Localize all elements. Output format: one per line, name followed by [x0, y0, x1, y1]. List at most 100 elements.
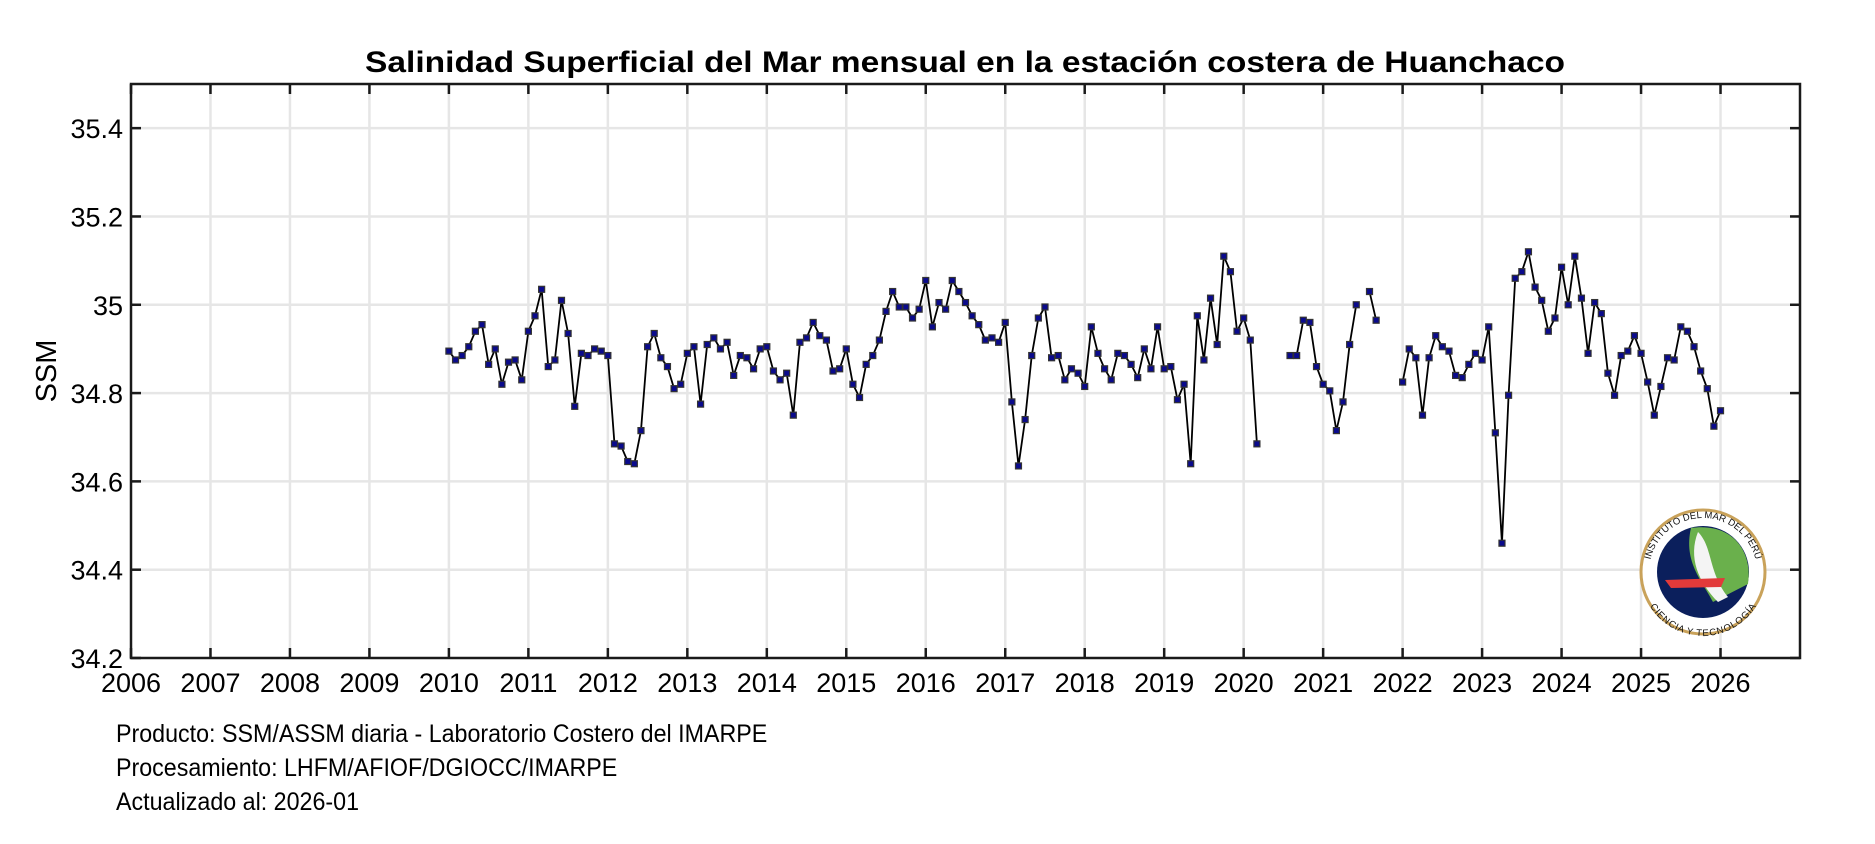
data-point	[597, 347, 605, 355]
data-point	[683, 349, 691, 357]
data-point	[531, 312, 539, 320]
data-point	[1339, 398, 1347, 406]
data-point	[1418, 411, 1427, 419]
x-tick-label: 2015	[816, 668, 876, 698]
data-point	[577, 349, 585, 357]
data-point	[968, 312, 976, 320]
data-point	[915, 305, 923, 313]
data-point	[1491, 429, 1499, 437]
x-tick-labels: 2006 2007 2008 2009 2010 2011 2012 2013 2014 2015…	[101, 668, 1751, 698]
x-tick-label: 2020	[1214, 668, 1274, 698]
x-tick-label: 2026	[1690, 668, 1750, 698]
data-point	[1034, 314, 1042, 322]
data-point	[716, 345, 725, 353]
data-point	[677, 380, 685, 388]
data-point	[1253, 440, 1261, 448]
data-point	[1498, 539, 1506, 547]
data-point	[1551, 314, 1559, 322]
data-point	[1663, 354, 1672, 362]
data-point	[1061, 376, 1069, 384]
data-point	[571, 402, 579, 410]
data-point	[1683, 327, 1692, 335]
data-point	[763, 343, 771, 351]
data-point	[1167, 362, 1175, 371]
data-point	[1332, 427, 1340, 435]
data-point	[663, 362, 672, 371]
data-point	[1445, 347, 1453, 355]
data-point	[928, 323, 936, 331]
data-point	[842, 345, 850, 353]
data-point	[1465, 360, 1473, 368]
plot-frame	[129, 82, 1802, 660]
data-point	[1100, 365, 1109, 373]
data-point	[1697, 367, 1705, 375]
x-tick-label: 2013	[657, 668, 717, 698]
data-point	[1485, 323, 1493, 331]
data-point	[1220, 252, 1228, 260]
y-tick-label: 35.4	[70, 114, 123, 144]
data-point	[882, 307, 890, 315]
data-point	[591, 345, 599, 353]
data-point	[1001, 318, 1009, 327]
data-point	[1637, 349, 1645, 357]
data-point	[1577, 294, 1586, 302]
data-point	[875, 336, 884, 344]
x-tick-label: 2019	[1134, 668, 1194, 698]
data-point	[1657, 382, 1665, 391]
x-tick-label: 2024	[1532, 668, 1592, 698]
data-point	[617, 442, 625, 450]
data-point	[1405, 345, 1413, 353]
series-line-segment	[448, 255, 1258, 467]
data-point	[1074, 369, 1082, 377]
data-point	[1544, 327, 1552, 335]
data-point	[849, 380, 857, 388]
data-point	[564, 329, 572, 338]
data-point	[1412, 354, 1420, 362]
y-tick-label: 34.8	[70, 379, 123, 409]
data-point	[1438, 343, 1446, 351]
data-point	[1028, 351, 1036, 360]
data-point	[544, 362, 552, 371]
data-point	[1504, 391, 1513, 399]
data-point	[491, 345, 499, 353]
data-point	[657, 354, 665, 362]
data-point	[1140, 345, 1148, 353]
x-tick-label: 2012	[578, 668, 638, 698]
data-point	[1531, 283, 1539, 291]
data-point	[1180, 380, 1188, 388]
data-point	[1067, 365, 1076, 373]
data-point	[809, 318, 817, 327]
data-point	[988, 334, 996, 342]
x-tick-label: 2023	[1452, 668, 1512, 698]
data-point	[458, 351, 466, 360]
y-tick-label: 35.2	[70, 202, 123, 232]
data-point	[955, 287, 963, 296]
data-point	[1610, 391, 1619, 399]
data-point	[557, 296, 566, 304]
data-point	[1107, 376, 1115, 384]
data-point	[1187, 460, 1195, 468]
data-point	[1306, 318, 1314, 327]
data-point	[961, 298, 970, 307]
data-point	[498, 380, 506, 388]
data-point	[1120, 351, 1129, 360]
data-point	[829, 367, 837, 375]
data-point	[749, 365, 758, 373]
data-point	[650, 329, 658, 338]
data-point	[948, 276, 956, 285]
data-point	[1584, 349, 1592, 357]
x-tick-label: 2017	[975, 668, 1035, 698]
x-tick-label: 2010	[419, 668, 479, 698]
data-point	[1193, 312, 1201, 320]
data-point	[1458, 374, 1466, 382]
data-point	[1650, 411, 1658, 419]
data-point	[1346, 340, 1354, 349]
data-point	[524, 327, 532, 335]
data-point	[1365, 287, 1374, 296]
chart-title: Salinidad Superficial del Mar mensual en…	[365, 46, 1565, 79]
data-point	[796, 338, 804, 346]
data-point	[1319, 380, 1327, 388]
data-point	[1511, 274, 1519, 282]
data-point	[935, 298, 943, 307]
